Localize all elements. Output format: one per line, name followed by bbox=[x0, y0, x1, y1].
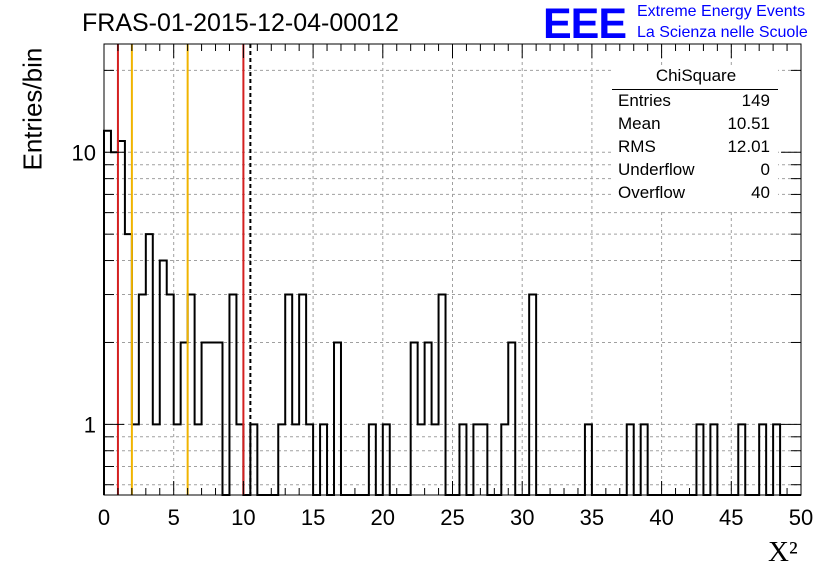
x-tick-label: 0 bbox=[98, 505, 110, 530]
stats-label: Mean bbox=[618, 114, 661, 133]
histogram-bin bbox=[229, 295, 236, 495]
x-tick-label: 35 bbox=[580, 505, 604, 530]
y-tick-label: 1 bbox=[84, 412, 96, 437]
stats-divider bbox=[612, 89, 778, 90]
histogram-bin bbox=[167, 295, 174, 495]
histogram-bin bbox=[188, 295, 195, 495]
run-title: FRAS-01-2015-12-04-00012 bbox=[82, 9, 399, 37]
y-tick-label: 10 bbox=[72, 140, 96, 165]
axis-ticks bbox=[103, 44, 802, 495]
stats-row-mean: Mean 10.51 bbox=[618, 114, 770, 136]
x-tick-label: 20 bbox=[371, 505, 395, 530]
stats-box: ChiSquare Entries 149 Mean 10.51 RMS 12.01 … bbox=[612, 66, 778, 212]
histogram-bin bbox=[202, 342, 209, 495]
eee-logo: EEE bbox=[543, 0, 627, 48]
histogram-bin bbox=[146, 234, 153, 495]
stats-row-entries: Entries 149 bbox=[618, 91, 770, 113]
histogram-bin bbox=[285, 295, 292, 495]
histogram-bin bbox=[139, 295, 146, 495]
histogram-bin bbox=[160, 261, 167, 495]
reference-lines bbox=[116, 44, 252, 495]
histogram-bin bbox=[425, 342, 432, 495]
stats-row-underflow: Underflow 0 bbox=[618, 160, 770, 182]
stats-label: Entries bbox=[618, 91, 671, 110]
histogram-bin bbox=[111, 152, 118, 495]
histogram-bin bbox=[209, 342, 216, 495]
histogram-bin bbox=[439, 295, 446, 495]
stats-value: 40 bbox=[751, 183, 770, 202]
histogram-bin bbox=[216, 342, 223, 495]
histogram-bin bbox=[125, 234, 132, 495]
stats-label: Overflow bbox=[618, 183, 686, 202]
eee-logo-line1: Extreme Energy Events bbox=[637, 3, 806, 20]
x-tick-label: 15 bbox=[301, 505, 325, 530]
x-tick-label: 40 bbox=[649, 505, 673, 530]
x-tick-label: 5 bbox=[168, 505, 180, 530]
histogram-bin bbox=[299, 295, 306, 495]
stats-value: 10.51 bbox=[727, 114, 770, 133]
histogram-bin bbox=[104, 131, 111, 495]
stats-label: Underflow bbox=[618, 160, 695, 179]
histogram-bin bbox=[411, 342, 418, 495]
grid-lines bbox=[104, 44, 801, 495]
stats-row-overflow: Overflow 40 bbox=[618, 183, 770, 205]
stats-value: 12.01 bbox=[727, 137, 770, 156]
x-tick-label: 10 bbox=[231, 505, 255, 530]
x-tick-label: 45 bbox=[719, 505, 743, 530]
x-axis-label: X² bbox=[768, 536, 798, 568]
stats-value: 149 bbox=[741, 91, 770, 110]
stats-row-rms: RMS 12.01 bbox=[618, 137, 770, 159]
stats-title: ChiSquare bbox=[655, 66, 737, 85]
eee-logo-line2: La Scienza nelle Scuole bbox=[637, 24, 808, 41]
x-tick-label: 30 bbox=[510, 505, 534, 530]
stats-value: 0 bbox=[760, 160, 770, 179]
axis-tick-labels: 0 5 10 15 20 25 30 35 40 45 50 1 10 bbox=[72, 140, 814, 530]
histogram-bin bbox=[529, 295, 536, 495]
y-axis-label: Entries/bin bbox=[17, 47, 48, 171]
stats-label: RMS bbox=[618, 137, 656, 156]
histogram-bin bbox=[334, 342, 341, 495]
histogram-bin bbox=[181, 342, 188, 495]
x-tick-label: 25 bbox=[440, 505, 464, 530]
histogram-bin bbox=[508, 342, 515, 495]
x-tick-label: 50 bbox=[789, 505, 813, 530]
